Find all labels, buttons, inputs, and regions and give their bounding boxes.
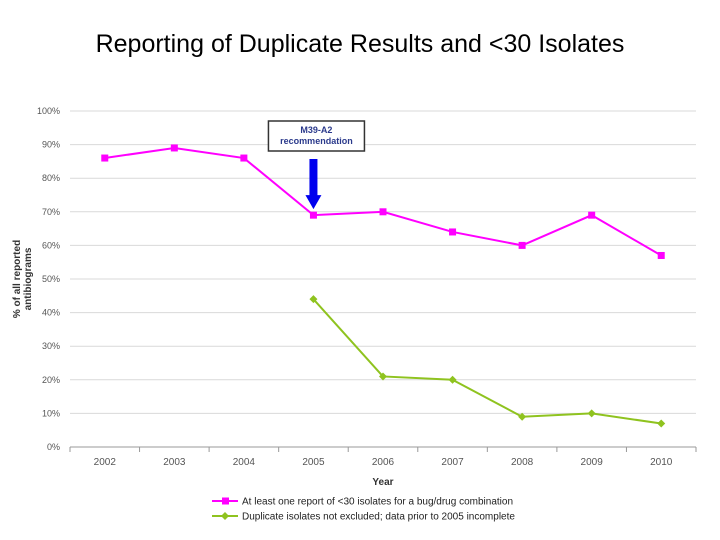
- data-point: [309, 211, 317, 219]
- data-point: [588, 211, 596, 219]
- data-point: [170, 144, 178, 152]
- x-tick-label: 2010: [650, 457, 673, 468]
- annotation-arrow-head: [305, 195, 322, 210]
- x-tick-label: 2004: [233, 457, 256, 468]
- x-tick-label: 2007: [441, 457, 464, 468]
- y-tick-label: 20%: [42, 375, 60, 385]
- y-tick-label: 40%: [42, 308, 60, 318]
- data-point: [657, 419, 666, 428]
- data-point: [448, 375, 457, 384]
- annotation-arrow-shaft: [309, 159, 318, 198]
- x-axis-label: Year: [372, 477, 393, 488]
- data-point: [240, 154, 248, 162]
- data-point: [101, 154, 109, 162]
- x-tick-label: 2002: [94, 457, 117, 468]
- series-group: [101, 144, 666, 428]
- y-tick-label: 50%: [42, 274, 60, 284]
- data-point: [309, 295, 318, 304]
- y-tick-label: 10%: [42, 408, 60, 418]
- annotation-text: M39-A2: [300, 125, 332, 135]
- data-point: [587, 409, 596, 418]
- series-1: [101, 144, 665, 259]
- annotation-text: recommendation: [280, 136, 353, 146]
- legend-item: At least one report of <30 isolates for …: [212, 497, 513, 508]
- y-tick-label: 90%: [42, 140, 60, 150]
- legend-label: Duplicate isolates not excluded; data pr…: [242, 512, 515, 523]
- x-tick-label: 2006: [372, 457, 395, 468]
- data-point: [379, 208, 387, 216]
- y-axis-label-line: % of all reported: [12, 240, 23, 318]
- data-point: [449, 228, 457, 236]
- grid-lines: [70, 110, 696, 448]
- slide-title: Reporting of Duplicate Results and <30 I…: [95, 30, 625, 58]
- x-tick-label: 2009: [581, 457, 604, 468]
- legend-label: At least one report of <30 isolates for …: [242, 497, 513, 508]
- y-tick-label: 100%: [37, 106, 60, 116]
- data-point: [518, 241, 526, 249]
- y-tick-label: 30%: [42, 341, 60, 351]
- series-line: [104, 146, 662, 257]
- y-tick-label: 60%: [42, 240, 60, 250]
- legend-marker: [221, 512, 229, 520]
- y-tick-label: 80%: [42, 173, 60, 183]
- x-tick-label: 2003: [163, 457, 186, 468]
- series-line: [312, 298, 662, 425]
- annotation-box: [267, 120, 366, 152]
- y-axis-label-line: antibiograms: [23, 247, 34, 310]
- x-axis-ticks: 2002 2003 2004 2005 2006 2007 2008 2009 2010: [69, 447, 697, 468]
- x-tick-label: 2005: [302, 457, 325, 468]
- series-2: [309, 295, 666, 428]
- legend: At least one report of <30 isolates for …: [212, 497, 515, 523]
- y-axis-ticks: 0% 10% 20% 30% 40% 50% 60% 70% 80% 90% 100%: [37, 106, 60, 452]
- legend-marker: [222, 497, 229, 505]
- legend-item: Duplicate isolates not excluded; data pr…: [212, 512, 515, 523]
- y-tick-label: 70%: [42, 207, 60, 217]
- data-point: [379, 372, 387, 381]
- data-point: [518, 412, 527, 421]
- data-point: [657, 251, 665, 259]
- y-tick-label: 0%: [47, 442, 60, 452]
- x-tick-label: 2008: [511, 457, 534, 468]
- y-axis-label: % of all reported antibiograms: [12, 240, 34, 318]
